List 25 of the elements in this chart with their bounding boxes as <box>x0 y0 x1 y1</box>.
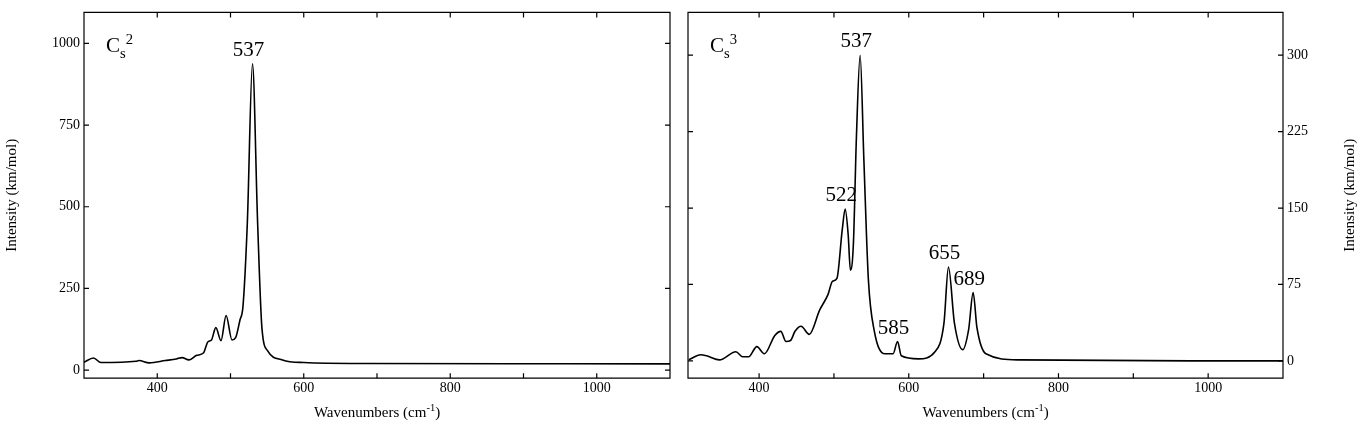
y-tick-label: 1000 <box>52 35 80 51</box>
y-tick-label: 0 <box>73 361 80 377</box>
annotation: 537 <box>840 28 872 53</box>
annotation: 689 <box>953 265 985 290</box>
x-tick-label: 800 <box>439 380 461 396</box>
y-axis-title: Intensity (km/mol) <box>3 138 20 252</box>
annotation: 655 <box>928 240 961 265</box>
annotation: 585 <box>877 314 910 339</box>
y-tick-label: 300 <box>1287 46 1308 62</box>
y-tick-label: 500 <box>59 198 80 214</box>
x-tick-label: 1000 <box>1194 380 1223 396</box>
x-tick-label: 1000 <box>582 380 611 396</box>
y-axis-title: Intensity (km/mol) <box>1341 138 1358 252</box>
x-tick-label: 800 <box>1047 380 1069 396</box>
y-tick-label: 150 <box>1287 199 1308 215</box>
y-tick-label: 75 <box>1287 276 1301 292</box>
y-tick-label: 225 <box>1287 123 1308 139</box>
y-tick-label: 0 <box>1287 352 1294 368</box>
y-tick-label: 750 <box>59 116 80 132</box>
x-tick-label: 600 <box>898 380 920 396</box>
x-tick-label: 600 <box>293 380 315 396</box>
y-tick-label: 250 <box>59 280 80 296</box>
x-tick-label: 400 <box>146 380 168 396</box>
annotation: 537 <box>232 36 265 61</box>
x-tick-label: 400 <box>748 380 770 396</box>
